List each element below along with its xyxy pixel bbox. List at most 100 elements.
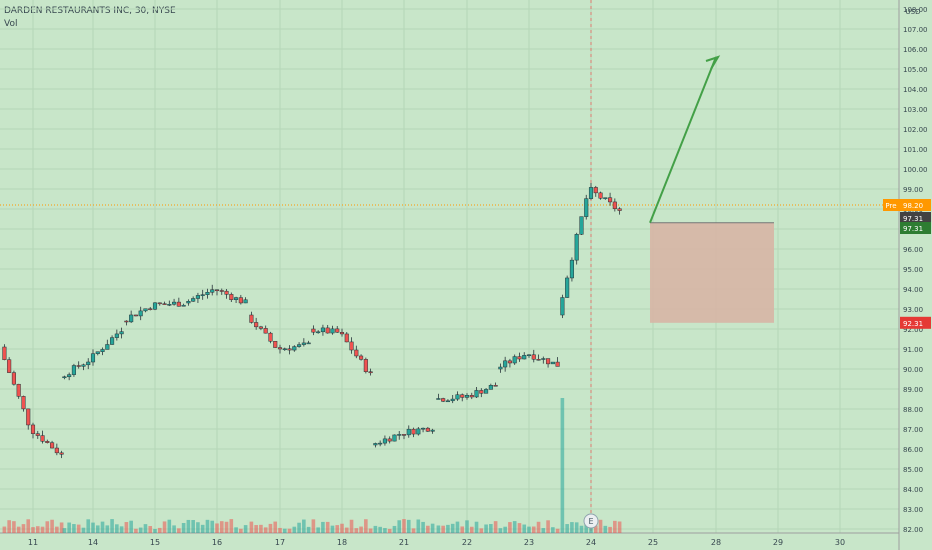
candle-body: [11, 372, 16, 385]
volume-bar: [172, 525, 176, 533]
volume-bar: [570, 522, 574, 533]
volume-bar: [359, 526, 363, 533]
volume-bar: [21, 524, 26, 533]
y-tick-label: 99.00: [903, 186, 923, 194]
candle-body: [546, 358, 551, 365]
candle-body: [387, 438, 392, 442]
candle-body: [181, 304, 186, 307]
y-tick-label: 102.00: [903, 126, 928, 134]
volume-bar: [446, 524, 450, 533]
y-tick-label: 93.00: [903, 306, 923, 314]
y-tick-label: 96.00: [903, 246, 923, 254]
volume-bar: [254, 525, 258, 533]
candle-body: [479, 390, 484, 394]
candle-body: [550, 361, 555, 365]
volume-bar: [474, 521, 479, 533]
volume-bar: [72, 524, 76, 533]
volume-bar: [465, 520, 469, 533]
x-tick-label: 29: [773, 538, 783, 547]
candle-body: [143, 308, 148, 312]
volume-bar: [297, 522, 301, 533]
candle-body: [306, 342, 311, 345]
volume-bar: [402, 519, 406, 533]
volume-bar: [148, 526, 153, 533]
y-tick-label: 106.00: [903, 46, 928, 54]
volume-bar: [35, 526, 40, 533]
target-arrow-line: [649, 56, 717, 224]
candle-body: [273, 341, 278, 348]
x-tick-label: 30: [835, 538, 845, 547]
candle-body: [81, 364, 86, 367]
candle-body: [76, 365, 81, 367]
volume-bar: [321, 521, 325, 533]
volume-bar: [181, 522, 186, 533]
volume-indicator-label: Vol: [4, 19, 18, 29]
candle-body: [287, 348, 292, 351]
candle-body: [464, 395, 470, 398]
volume-bar: [100, 521, 105, 533]
volume-bar: [229, 519, 234, 533]
candle-body: [430, 429, 435, 432]
volume-bar: [364, 519, 368, 533]
volume-bar: [536, 521, 541, 533]
volume-bar: [311, 519, 316, 533]
volume-bar: [441, 525, 445, 533]
candle-body: [474, 390, 479, 398]
volume-bar: [340, 523, 344, 533]
volume-bar: [325, 521, 330, 533]
candle-body: [7, 359, 12, 373]
candle-body: [243, 299, 248, 304]
volume-bar: [50, 519, 54, 533]
candle-body: [441, 398, 446, 402]
candle-body: [397, 434, 402, 436]
volume-bar: [335, 525, 340, 533]
volume-bar: [157, 527, 162, 533]
volume-bar: [224, 521, 229, 533]
volume-bar: [105, 525, 110, 533]
candle-body: [176, 301, 181, 307]
y-tick-label: 95.00: [903, 266, 923, 274]
y-tick-label: 88.00: [903, 406, 923, 414]
volume-bar: [292, 526, 297, 533]
volume-bar: [81, 527, 86, 533]
pre-market-badge: Pre 98.20: [883, 199, 931, 211]
volume-bar: [455, 521, 460, 533]
candle-body: [330, 328, 335, 334]
candle-body: [373, 443, 378, 446]
candle-body: [67, 374, 72, 378]
volume-bar: [574, 522, 579, 533]
y-tick-label: 94.00: [903, 286, 923, 294]
volume-bar: [598, 519, 603, 533]
volume-bar: [489, 524, 493, 533]
candle-body: [210, 289, 215, 293]
volume-bar: [330, 525, 335, 533]
candle-body: [363, 359, 368, 372]
volume-bar: [302, 519, 306, 533]
last-price-badge: 97.31: [900, 212, 931, 224]
candle-body: [311, 328, 316, 333]
candle-body: [555, 361, 560, 367]
candle-body: [382, 438, 387, 444]
badge-bg: [900, 199, 931, 211]
volume-bar: [498, 528, 503, 533]
candle-body: [205, 291, 210, 295]
volume-bar: [91, 522, 95, 533]
volume-bar: [479, 528, 484, 533]
candle-body: [224, 290, 229, 295]
volume-bar: [522, 524, 527, 533]
candle-body: [512, 356, 517, 364]
candle-body: [579, 216, 584, 235]
candle-body: [119, 331, 124, 335]
volume-bar: [45, 521, 50, 533]
badge-bg: [900, 316, 931, 329]
candle-body: [297, 344, 302, 347]
candle-body: [469, 395, 474, 398]
volume-bar: [134, 528, 138, 533]
volume-bar: [469, 526, 474, 533]
volume-bar: [62, 528, 67, 533]
candle-body: [507, 360, 512, 364]
candle-body: [526, 354, 532, 357]
volume-bar: [383, 528, 387, 533]
